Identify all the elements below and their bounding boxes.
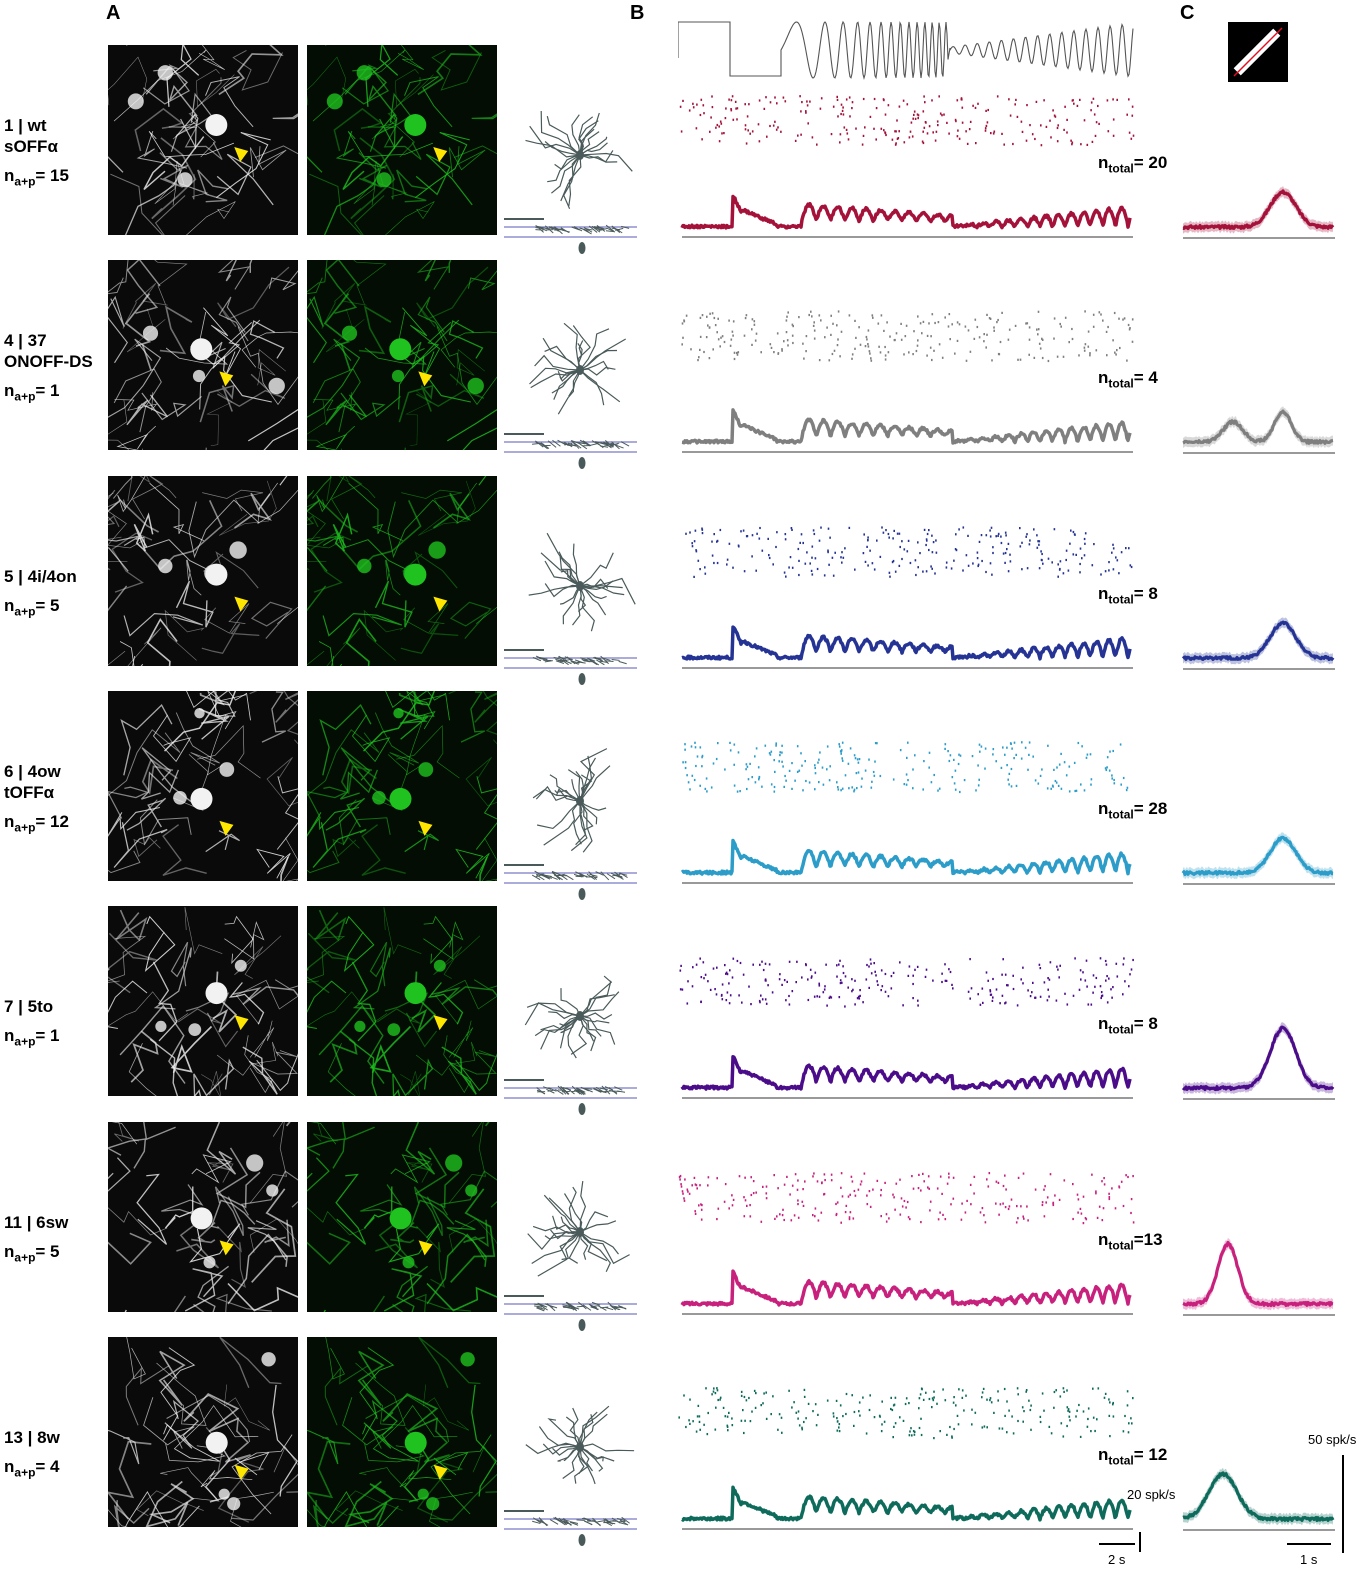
- panel-label-a: A: [106, 2, 120, 25]
- moving-bar-response: [1180, 1202, 1340, 1322]
- micrograph-green: [307, 1122, 497, 1312]
- cell-type-label: 1 | wt sOFFα na+p= 15: [4, 115, 69, 192]
- b-rate-scale-bar: [1139, 1532, 1141, 1552]
- micrograph-green: [307, 260, 497, 450]
- mean-firing-rate-trace: [682, 627, 1130, 659]
- total-count-label: ntotal= 8: [1098, 1014, 1158, 1036]
- micrograph-green: [307, 1337, 497, 1527]
- spike-raster: [678, 1387, 1133, 1439]
- cell-type-name: 6 | 4ow: [4, 762, 61, 781]
- cell-count: na+p= 5: [4, 595, 77, 622]
- micrograph-grayscale: [108, 691, 298, 881]
- total-count-label: ntotal= 4: [1098, 368, 1158, 390]
- cell-subtype: ONOFF-DS: [4, 352, 93, 371]
- spike-raster: [680, 95, 1135, 146]
- spike-raster: [680, 957, 1134, 1007]
- micrograph-green: [307, 45, 497, 235]
- cell-count: na+p= 4: [4, 1456, 60, 1483]
- micrograph-grayscale: [108, 906, 298, 1096]
- morphology-reconstruction: [502, 1377, 637, 1587]
- c-rate-scale-bar: [1342, 1455, 1344, 1553]
- cell-count: na+p= 12: [4, 811, 69, 838]
- micrograph-grayscale: [108, 476, 298, 666]
- total-count-label: ntotal= 8: [1098, 584, 1158, 606]
- cell-type-label: 4 | 37 ONOFF-DS na+p= 1: [4, 330, 93, 407]
- micrograph-grayscale: [108, 1337, 298, 1527]
- moving-bar-response: [1180, 771, 1340, 891]
- cell-type-row: 7 | 5to na+p= 1 ntotal= 8: [0, 906, 1366, 1121]
- cell-count: na+p= 1: [4, 1025, 60, 1052]
- cell-type-name: 5 | 4i/4on: [4, 567, 77, 586]
- mean-bar-response-trace: [1183, 1027, 1333, 1089]
- cell-subtype: tOFFα: [4, 783, 54, 802]
- chirp-response: [678, 1337, 1138, 1547]
- chirp-response: [678, 45, 1138, 255]
- cell-type-label: 6 | 4ow tOFFα na+p= 12: [4, 761, 69, 838]
- mean-firing-rate-trace: [682, 410, 1130, 443]
- c-time-scale-label: 1 s: [1300, 1552, 1317, 1567]
- cell-type-name: 7 | 5to: [4, 997, 53, 1016]
- moving-bar-response: [1180, 986, 1340, 1106]
- chirp-response: [678, 691, 1138, 901]
- mean-firing-rate-trace: [682, 1271, 1130, 1305]
- cell-type-name: 1 | wt: [4, 116, 47, 135]
- chirp-response: [678, 476, 1138, 686]
- micrograph-grayscale: [108, 260, 298, 450]
- total-count-label: ntotal= 20: [1098, 153, 1167, 175]
- c-rate-scale-label: 50 spk/s: [1308, 1432, 1356, 1447]
- total-count-label: ntotal= 28: [1098, 799, 1167, 821]
- spike-raster: [679, 1172, 1135, 1224]
- panel-label-c: C: [1180, 2, 1194, 25]
- cell-type-label: 5 | 4i/4on na+p= 5: [4, 566, 77, 622]
- cell-type-row: 6 | 4ow tOFFα na+p= 12 ntotal= 28: [0, 691, 1366, 906]
- cell-type-name: 11 | 6sw: [4, 1213, 68, 1232]
- cell-count: na+p= 5: [4, 1241, 68, 1268]
- micrograph-grayscale: [108, 1122, 298, 1312]
- cell-type-label: 7 | 5to na+p= 1: [4, 996, 60, 1052]
- micrograph-green: [307, 476, 497, 666]
- b-time-scale-label: 2 s: [1108, 1552, 1125, 1567]
- cell-type-label: 13 | 8w na+p= 4: [4, 1427, 60, 1483]
- chirp-response: [678, 1122, 1138, 1332]
- micro-scale-bar: [440, 1544, 495, 1548]
- cell-type-name: 4 | 37: [4, 331, 47, 350]
- b-time-scale-bar: [1099, 1543, 1135, 1545]
- micrograph-green: [307, 691, 497, 881]
- cell-type-name: 13 | 8w: [4, 1428, 60, 1447]
- cell-type-row: 13 | 8w na+p= 4 ntotal= 12: [0, 1337, 1366, 1552]
- cell-type-row: 1 | wt sOFFα na+p= 15 ntotal= 20: [0, 45, 1366, 260]
- mean-firing-rate-trace: [682, 1487, 1130, 1520]
- cell-type-row: 11 | 6sw na+p= 5 ntotal=13: [0, 1122, 1366, 1337]
- total-count-label: ntotal=13: [1098, 1230, 1163, 1252]
- mean-firing-rate-trace: [682, 1057, 1130, 1089]
- spike-raster: [681, 311, 1133, 363]
- mean-firing-rate-trace: [682, 840, 1130, 874]
- total-count-label: ntotal= 12: [1098, 1445, 1167, 1467]
- panel-label-b: B: [630, 2, 644, 25]
- moving-bar-response: [1180, 556, 1340, 676]
- mean-firing-rate-trace: [682, 197, 1130, 228]
- cell-count: na+p= 1: [4, 380, 93, 407]
- moving-bar-response: [1180, 125, 1340, 245]
- spike-raster: [685, 526, 1132, 578]
- cell-type-row: 5 | 4i/4on na+p= 5 ntotal= 8: [0, 476, 1366, 691]
- spike-raster: [682, 741, 1128, 793]
- c-time-scale-bar: [1287, 1543, 1331, 1545]
- micrograph-grayscale: [108, 45, 298, 235]
- b-rate-scale-label: 20 spk/s: [1127, 1487, 1175, 1502]
- cell-type-label: 11 | 6sw na+p= 5: [4, 1212, 68, 1268]
- moving-bar-response: [1180, 340, 1340, 460]
- cell-type-row: 4 | 37 ONOFF-DS na+p= 1 ntotal= 4: [0, 260, 1366, 475]
- chirp-response: [678, 906, 1138, 1116]
- micrograph-green: [307, 906, 497, 1096]
- chirp-response: [678, 260, 1138, 470]
- cell-subtype: sOFFα: [4, 137, 58, 156]
- cell-count: na+p= 15: [4, 165, 69, 192]
